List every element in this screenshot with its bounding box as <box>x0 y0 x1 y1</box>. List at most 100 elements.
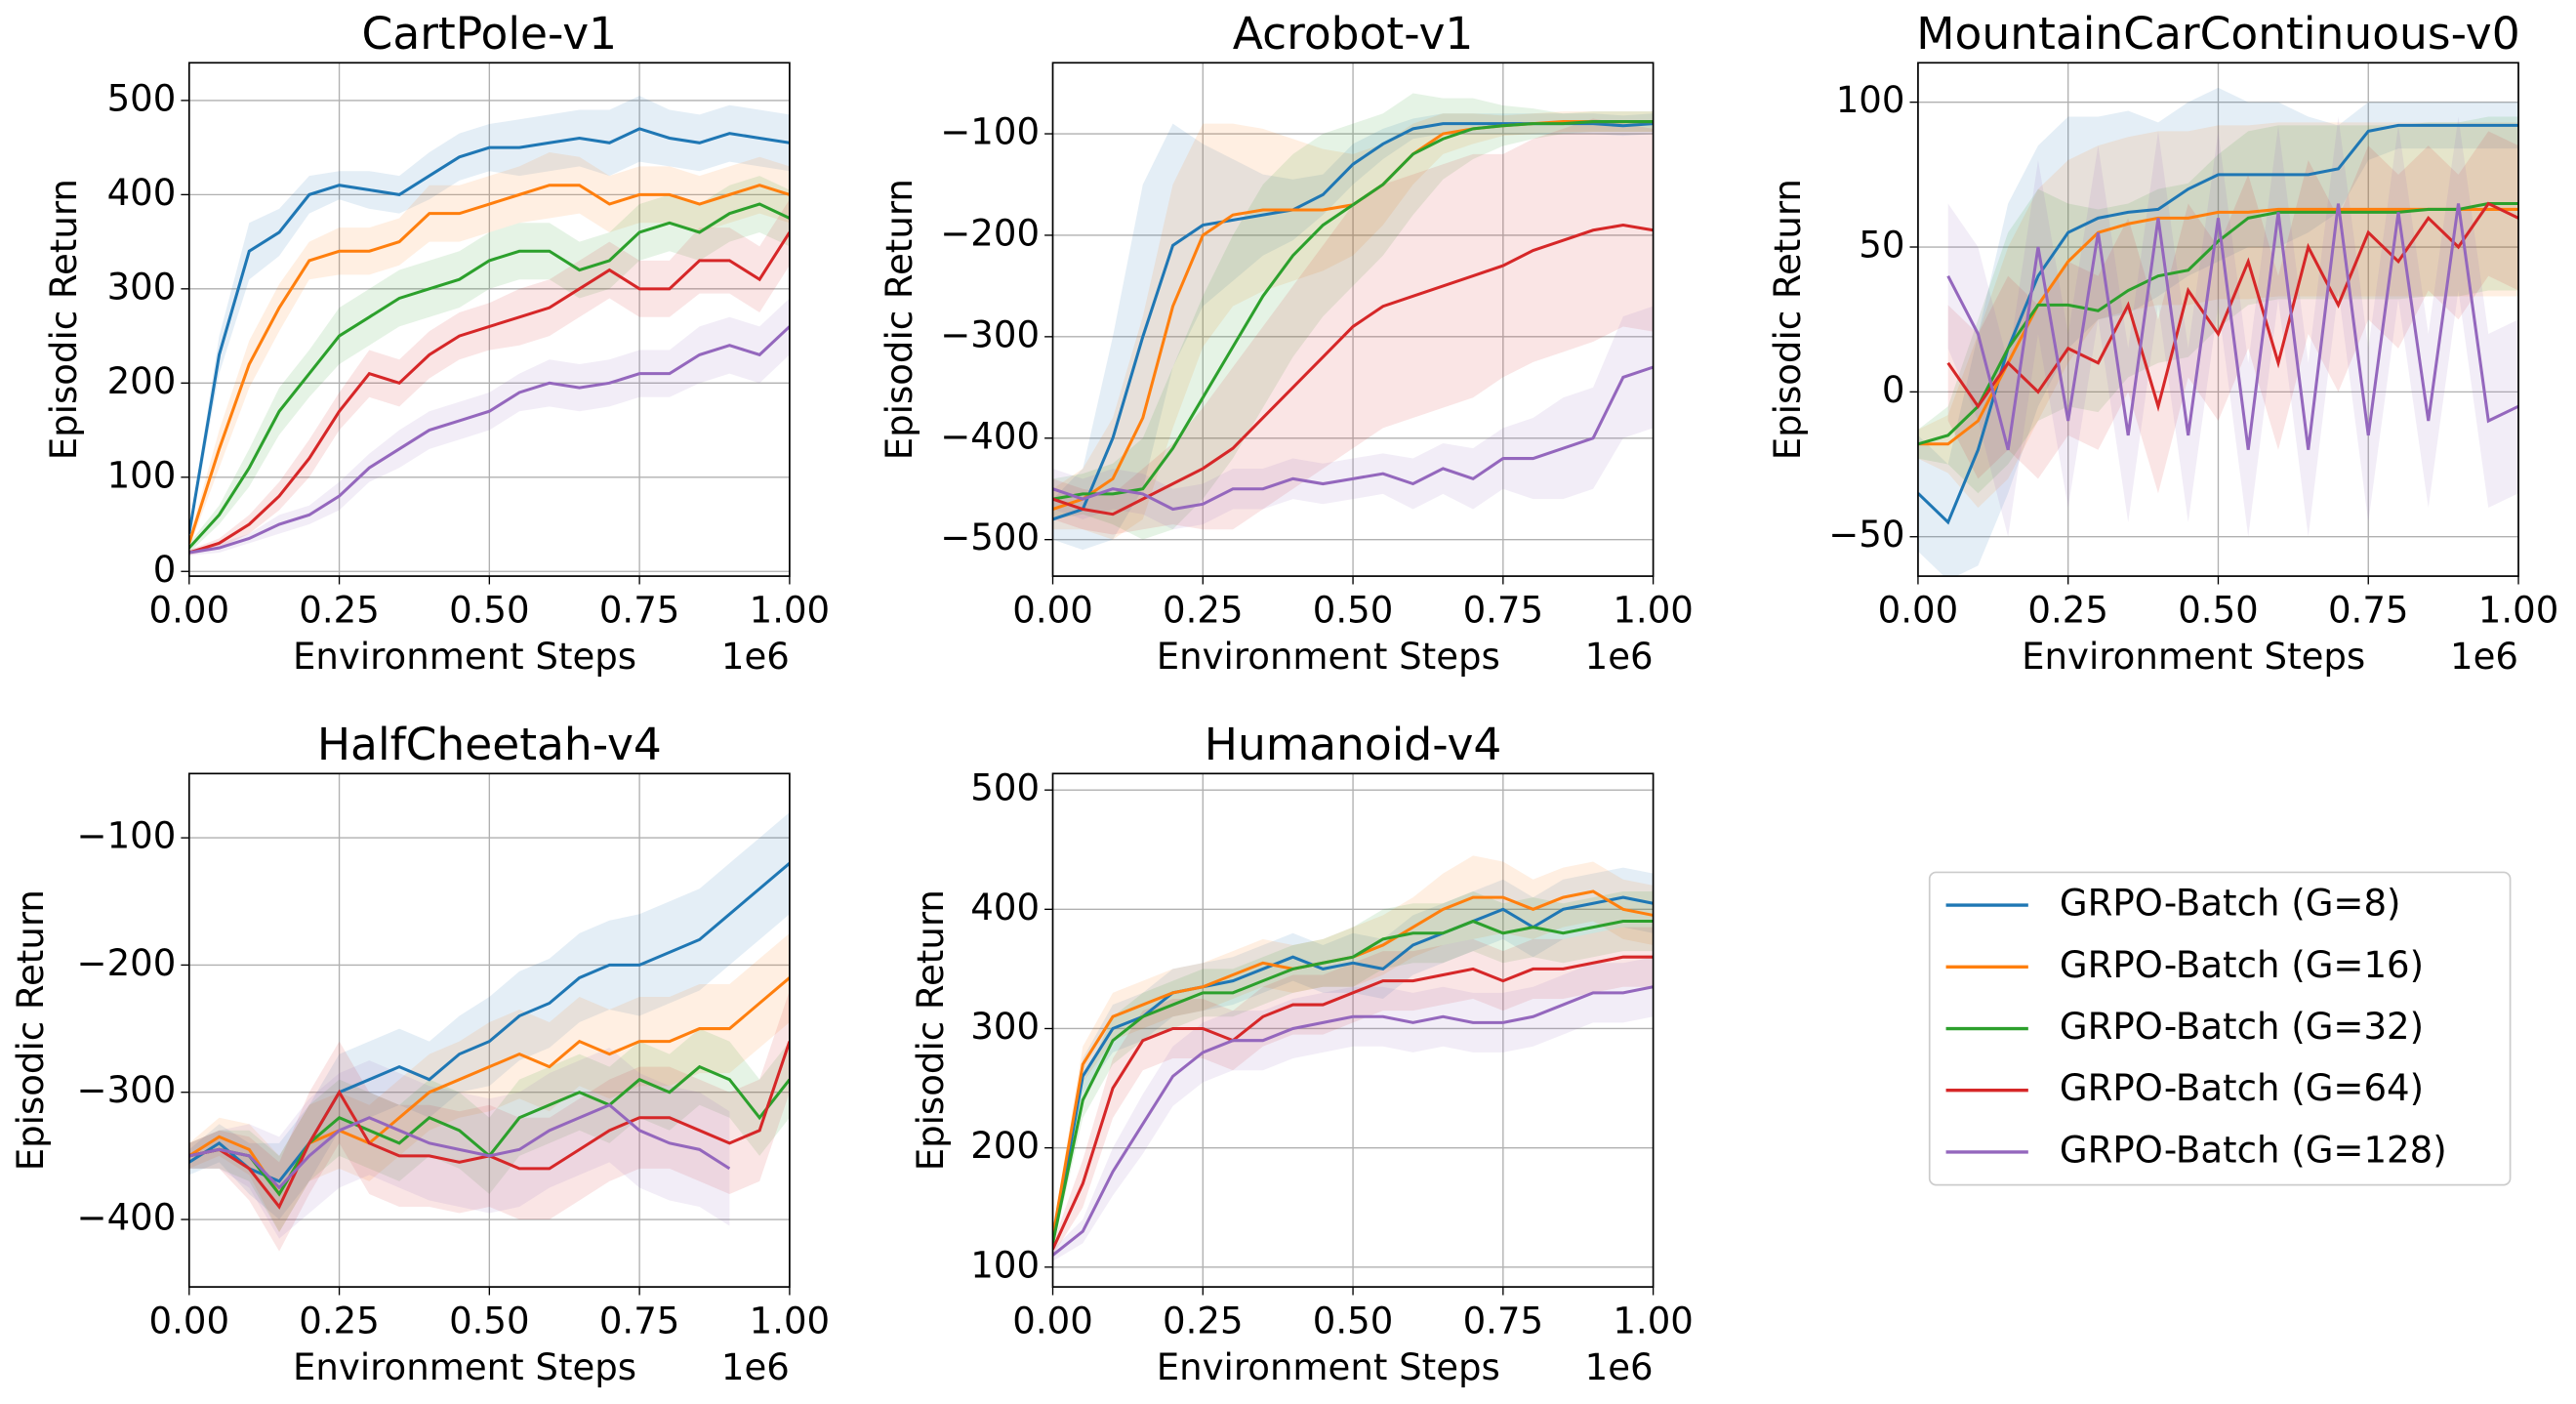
x-tick-label: 0.25 <box>1163 1301 1244 1342</box>
x-tick-label: 1.00 <box>2478 590 2559 632</box>
std-band <box>188 932 790 1233</box>
series-line <box>188 325 790 555</box>
series-line <box>188 862 790 1183</box>
chart-title: MountainCarContinuous-v0 <box>1916 8 2519 60</box>
std-band <box>1052 927 1654 1256</box>
series-line <box>188 184 790 544</box>
series-line <box>1917 123 2519 525</box>
x-tick-label: 1.00 <box>1613 1301 1694 1342</box>
axes-frame <box>1051 772 1655 1288</box>
x-tick-label: 0.50 <box>2178 590 2259 632</box>
plot-area <box>1052 93 1654 551</box>
std-band <box>1052 111 1654 540</box>
y-tick-label: 300 <box>107 266 177 308</box>
chart-title: Humanoid-v4 <box>1205 719 1502 770</box>
y-axis-label: Episodic Return <box>10 889 52 1171</box>
series-line <box>1052 955 1654 1251</box>
x-tick-label: 0.00 <box>1878 590 1959 632</box>
y-tick-label: 0 <box>153 549 177 591</box>
y-axis-label: Episodic Return <box>43 179 85 460</box>
plot-area <box>188 96 790 556</box>
y-axis-label: Episodic Return <box>879 179 920 460</box>
y-tick-label: −100 <box>940 111 1040 153</box>
plot-area <box>188 812 790 1252</box>
x-tick-label: 0.00 <box>1012 590 1093 632</box>
std-band <box>188 298 790 556</box>
y-tick-label: 200 <box>970 1125 1040 1167</box>
x-tick-label: 0.75 <box>1463 1301 1544 1342</box>
chart-title: Acrobot-v1 <box>1233 8 1474 60</box>
x-axis-label: Environment Steps <box>293 636 636 678</box>
y-tick-label: 100 <box>970 1244 1040 1286</box>
series-line <box>1052 919 1654 1244</box>
x-offset-label: 1e6 <box>721 1346 790 1388</box>
legend-label: GRPO-Batch (G=8) <box>2060 883 2401 925</box>
series-line <box>1917 201 2519 446</box>
x-tick-label: 0.25 <box>299 1301 380 1342</box>
std-band <box>1052 957 1654 1261</box>
x-axis-label: Environment Steps <box>1157 636 1500 678</box>
subplot: 0.00 0.25 0.50 0.75 1.00 −500 −400 −300 −200 −100… <box>879 8 1694 678</box>
std-band <box>1917 87 2519 577</box>
std-band <box>1052 867 1654 1250</box>
subplot: 0.00 0.25 0.50 0.75 1.00 0 100 200 300 400 500 Cart… <box>43 8 830 678</box>
x-tick-label: 0.00 <box>149 590 230 632</box>
x-tick-label: 0.50 <box>449 590 530 632</box>
legend-frame <box>1928 871 2512 1186</box>
legend: GRPO-Batch (G=8) GRPO-Batch (G=16) GRPO-Ba… <box>1928 871 2512 1186</box>
subplot: 0.00 0.25 0.50 0.75 1.00 100 200 300 400 500 Human… <box>910 719 1694 1388</box>
y-tick-label: 100 <box>1836 79 1905 121</box>
legend-label: GRPO-Batch (G=32) <box>2060 1006 2424 1048</box>
x-tick-label: 0.00 <box>1012 1301 1093 1342</box>
std-band <box>188 1048 730 1239</box>
std-band <box>1052 113 1654 551</box>
std-band <box>1917 122 2519 509</box>
series-line <box>188 202 790 550</box>
x-tick-label: 1.00 <box>1613 590 1694 632</box>
axes-frame <box>1051 62 1655 577</box>
y-tick-label: 0 <box>1882 369 1905 411</box>
y-tick-label: −200 <box>940 212 1040 254</box>
x-axis-label: Environment Steps <box>2022 636 2365 678</box>
std-band <box>1947 131 2519 494</box>
y-tick-label: 400 <box>107 172 177 214</box>
x-offset-label: 1e6 <box>2450 636 2518 678</box>
plot-area <box>1052 855 1654 1261</box>
x-axis-label: Environment Steps <box>1157 1346 1500 1388</box>
series-line <box>1052 985 1654 1257</box>
y-tick-label: −400 <box>77 1197 177 1239</box>
x-tick-label: 0.50 <box>1313 1301 1394 1342</box>
subplot: 0.00 0.25 0.50 0.75 1.00 −50 0 50 100 MountainCar… <box>1767 8 2558 678</box>
x-tick-label: 0.25 <box>1163 590 1244 632</box>
axes-frame <box>187 62 791 577</box>
y-tick-label: 200 <box>107 360 177 402</box>
x-tick-label: 0.75 <box>599 1301 680 1342</box>
std-band <box>1052 306 1654 530</box>
y-tick-label: 500 <box>107 77 177 119</box>
x-tick-label: 0.75 <box>599 590 680 632</box>
series-line <box>188 1102 731 1190</box>
x-offset-label: 1e6 <box>721 636 790 678</box>
x-offset-label: 1e6 <box>1585 636 1654 678</box>
chart-title: CartPole-v1 <box>362 8 618 60</box>
std-band <box>1052 93 1654 540</box>
y-axis-label: Episodic Return <box>910 889 952 1171</box>
y-tick-label: 500 <box>970 767 1040 809</box>
y-tick-label: −400 <box>940 415 1040 457</box>
series-line <box>1052 120 1654 501</box>
series-line <box>1052 895 1654 1244</box>
chart-title: HalfCheetah-v4 <box>317 719 662 770</box>
x-axis-label: Environment Steps <box>293 1346 636 1388</box>
x-tick-label: 1.00 <box>750 1301 831 1342</box>
x-tick-label: 0.50 <box>449 1301 530 1342</box>
x-tick-label: 0.50 <box>1313 590 1394 632</box>
subplot: 0.00 0.25 0.50 0.75 1.00 −400 −300 −200 −100 Half… <box>10 719 830 1388</box>
x-tick-label: 0.00 <box>149 1301 230 1342</box>
series-line <box>1946 201 2519 412</box>
plot-area <box>1917 87 2519 577</box>
y-tick-label: 100 <box>107 454 177 496</box>
legend-label: GRPO-Batch (G=64) <box>2060 1067 2424 1109</box>
y-axis-label: Episodic Return <box>1767 179 1809 460</box>
legend-label: GRPO-Batch (G=16) <box>2060 944 2424 986</box>
